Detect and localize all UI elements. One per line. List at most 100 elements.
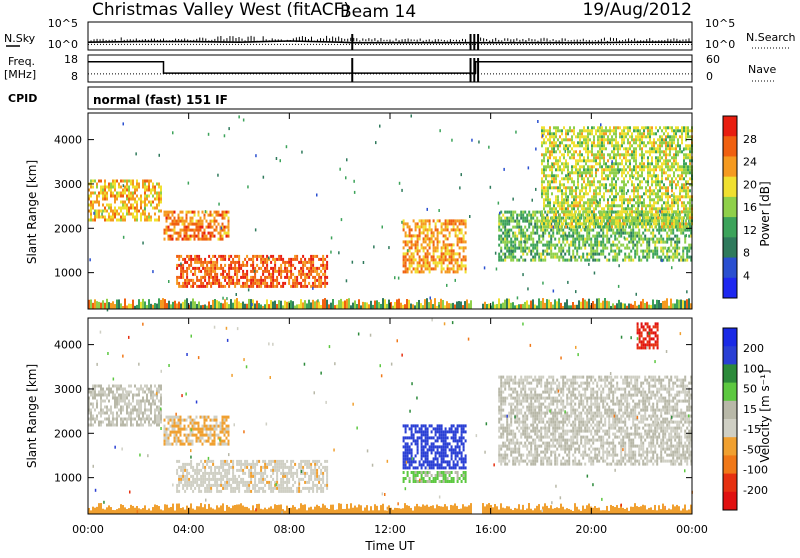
heatmap-cell <box>662 247 664 250</box>
heatmap-cell <box>272 285 274 288</box>
heatmap-cell <box>617 153 619 156</box>
heatmap-cell <box>528 235 530 238</box>
speckle-cell <box>373 245 375 248</box>
ground-scatter-cell <box>142 299 144 309</box>
heatmap-cell <box>665 192 667 195</box>
speckle-cell <box>224 134 226 137</box>
heatmap-cell <box>210 267 212 270</box>
heatmap-cell <box>506 235 508 238</box>
heatmap-cell <box>441 246 443 249</box>
heatmap-cell <box>631 156 633 159</box>
heatmap-cell <box>593 192 595 195</box>
speckle-cell <box>636 293 638 296</box>
heatmap-cell <box>659 144 661 147</box>
heatmap-cell <box>578 244 580 247</box>
heatmap-cell <box>567 195 569 198</box>
heatmap-cell <box>679 150 681 153</box>
heatmap-cell <box>543 168 545 171</box>
heatmap-cell <box>655 156 657 159</box>
heatmap-cell <box>270 285 272 288</box>
heatmap-cell <box>234 264 236 267</box>
heatmap-cell <box>120 195 122 198</box>
heatmap-cell <box>573 195 575 198</box>
heatmap-cell <box>666 235 668 238</box>
heatmap-cell <box>667 153 669 156</box>
heatmap-cell <box>582 256 584 259</box>
heatmap-cell <box>417 264 419 267</box>
heatmap-cell <box>679 186 681 189</box>
heatmap-cell <box>683 168 685 171</box>
heatmap-cell <box>100 186 102 189</box>
heatmap-cell <box>647 174 649 177</box>
heatmap-cell <box>571 189 573 192</box>
heatmap-cell <box>188 211 190 214</box>
heatmap-cell <box>234 285 236 288</box>
heatmap-cell <box>651 150 653 153</box>
heatmap-cell <box>552 229 554 232</box>
heatmap-cell <box>252 279 254 282</box>
heatmap-cell <box>623 138 625 141</box>
heatmap-cell <box>530 232 532 235</box>
heatmap-cell <box>150 192 152 195</box>
heatmap-cell <box>681 210 683 213</box>
heatmap-cell <box>551 174 553 177</box>
heatmap-cell <box>92 403 94 406</box>
heatmap-cell <box>463 264 465 267</box>
ground-scatter-cell <box>680 300 682 309</box>
speckle-cell <box>528 166 530 169</box>
heatmap-cell <box>286 267 288 270</box>
heatmap-cell <box>645 192 647 195</box>
heatmap-cell <box>104 180 106 183</box>
heatmap-cell <box>236 279 238 282</box>
heatmap-cell <box>592 250 594 253</box>
heatmap-cell <box>689 147 691 150</box>
heatmap-cell <box>613 150 615 153</box>
heatmap-cell <box>575 144 577 147</box>
heatmap-cell <box>661 144 663 147</box>
heatmap-cell <box>508 256 510 259</box>
ground-scatter-cell <box>176 304 178 309</box>
heatmap-cell <box>589 171 591 174</box>
heatmap-cell <box>164 229 166 232</box>
heatmap-cell <box>599 150 601 153</box>
heatmap-cell <box>607 135 609 138</box>
heatmap-cell <box>405 270 407 273</box>
heatmap-cell <box>677 183 679 186</box>
heatmap-cell <box>104 400 106 403</box>
heatmap-cell <box>546 241 548 244</box>
heatmap-cell <box>553 156 555 159</box>
heatmap-cell <box>224 232 226 235</box>
heatmap-cell <box>689 201 691 204</box>
heatmap-cell <box>268 270 270 273</box>
heatmap-cell <box>548 232 550 235</box>
heatmap-cell <box>571 219 573 222</box>
speckle-cell <box>484 266 486 269</box>
heatmap-cell <box>649 225 651 228</box>
heatmap-cell <box>569 126 571 129</box>
heatmap-cell <box>158 186 160 189</box>
heatmap-cell <box>415 267 417 270</box>
heatmap-cell <box>214 217 216 220</box>
heatmap-cell <box>645 189 647 192</box>
heatmap-cell <box>607 177 609 180</box>
ground-scatter-cell <box>394 302 396 309</box>
heatmap-cell <box>650 238 652 241</box>
heatmap-cell <box>605 132 607 135</box>
heatmap-cell <box>564 238 566 241</box>
heatmap-cell <box>240 267 242 270</box>
heatmap-cell <box>190 279 192 282</box>
heatmap-cell <box>572 241 574 244</box>
heatmap-cell <box>566 235 568 238</box>
heatmap-cell <box>603 129 605 132</box>
heatmap-cell <box>684 214 686 217</box>
heatmap-cell <box>574 256 576 259</box>
heatmap-cell <box>532 214 534 217</box>
heatmap-cell <box>595 219 597 222</box>
heatmap-cell <box>538 235 540 238</box>
heatmap-cell <box>528 223 530 226</box>
heatmap-cell <box>599 135 601 138</box>
heatmap-cell <box>411 258 413 261</box>
heatmap-cell <box>629 213 631 216</box>
heatmap-cell <box>609 132 611 135</box>
heatmap-cell <box>292 282 294 285</box>
